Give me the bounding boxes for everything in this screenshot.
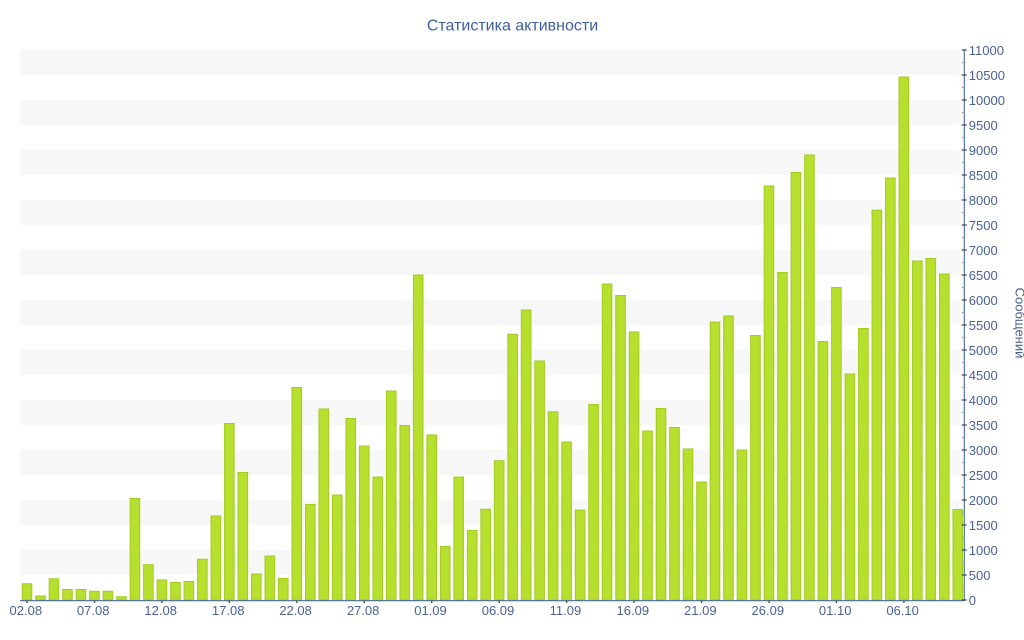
svg-text:5500: 5500 (969, 318, 998, 333)
svg-text:12.08: 12.08 (144, 603, 177, 618)
svg-text:10000: 10000 (969, 93, 1005, 108)
svg-text:01.09: 01.09 (414, 603, 447, 618)
svg-text:0: 0 (969, 593, 976, 608)
svg-text:02.08: 02.08 (10, 603, 43, 618)
svg-text:500: 500 (969, 568, 991, 583)
svg-text:7500: 7500 (969, 218, 998, 233)
svg-text:17.08: 17.08 (212, 603, 245, 618)
svg-text:22.08: 22.08 (279, 603, 312, 618)
svg-text:06.09: 06.09 (482, 603, 515, 618)
svg-text:21.09: 21.09 (684, 603, 717, 618)
svg-text:9500: 9500 (969, 118, 998, 133)
svg-text:10500: 10500 (969, 68, 1005, 83)
svg-text:3500: 3500 (969, 418, 998, 433)
svg-text:27.08: 27.08 (347, 603, 380, 618)
svg-text:1000: 1000 (969, 543, 998, 558)
svg-text:16.09: 16.09 (617, 603, 650, 618)
svg-text:11.09: 11.09 (550, 603, 582, 618)
svg-text:4500: 4500 (969, 368, 998, 383)
svg-text:07.08: 07.08 (77, 603, 110, 618)
svg-text:8500: 8500 (969, 168, 998, 183)
svg-text:9000: 9000 (969, 143, 998, 158)
svg-text:06.10: 06.10 (886, 603, 919, 618)
svg-text:4000: 4000 (969, 393, 998, 408)
svg-text:Сообщений: Сообщений (1013, 288, 1024, 359)
svg-text:8000: 8000 (969, 193, 998, 208)
svg-text:01.10: 01.10 (819, 603, 852, 618)
svg-text:7000: 7000 (969, 243, 998, 258)
svg-text:3000: 3000 (969, 443, 998, 458)
svg-text:26.09: 26.09 (752, 603, 785, 618)
svg-text:5000: 5000 (969, 343, 998, 358)
svg-text:Статистика активности: Статистика активности (427, 18, 598, 35)
svg-text:11000: 11000 (969, 43, 1004, 58)
svg-text:1500: 1500 (969, 518, 998, 533)
svg-text:6500: 6500 (969, 268, 998, 283)
svg-text:6000: 6000 (969, 293, 998, 308)
svg-text:2000: 2000 (969, 493, 998, 508)
svg-text:2500: 2500 (969, 468, 998, 483)
